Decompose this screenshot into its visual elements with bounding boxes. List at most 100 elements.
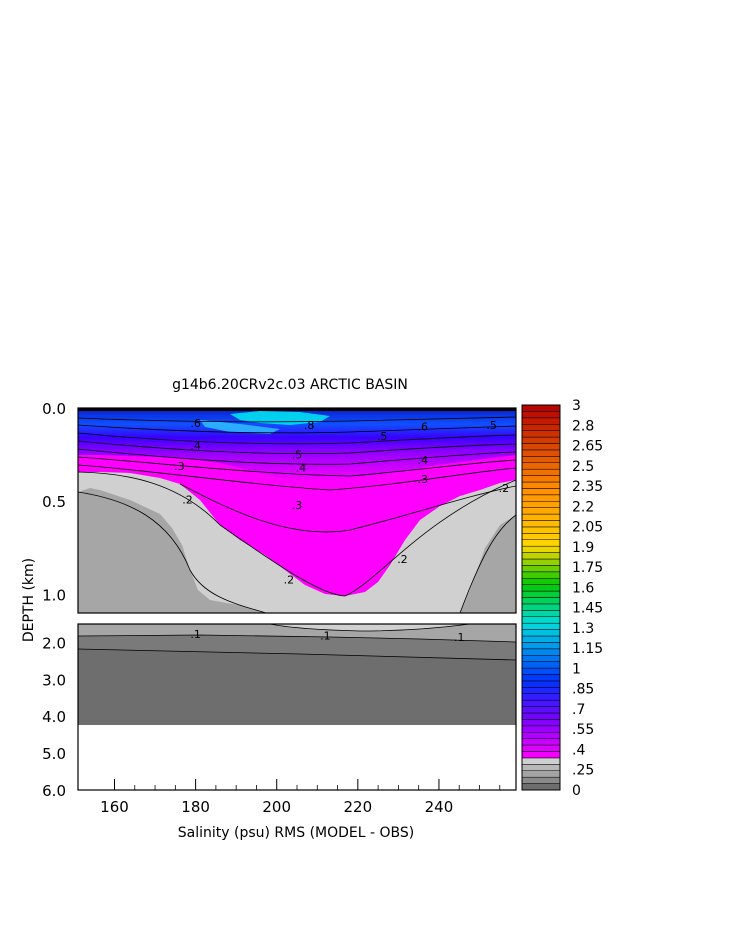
colorbar-segment xyxy=(521,693,561,701)
colorbar-label-2.65: 2.65 xyxy=(572,439,603,455)
chart-title: g14b6.20CRv2c.03 ARCTIC BASIN xyxy=(172,377,408,393)
colorbar-segment xyxy=(521,545,561,553)
upper-panel-frame xyxy=(77,407,517,614)
colorbar-segment xyxy=(521,655,561,662)
x-tick-label-200: 200 xyxy=(262,798,291,816)
x-tick-label-220: 220 xyxy=(344,798,373,816)
colorbar: 3 2.8 2.65 2.5 2.35 2.2 2.05 1.9 1.75 1.6 1.45 1.3 1… xyxy=(521,398,603,799)
contour-label: .1 xyxy=(190,628,201,641)
colorbar-segment xyxy=(521,687,561,694)
colorbar-segment xyxy=(521,597,561,605)
y-tick-label-1.0: 1.0 xyxy=(42,586,66,604)
y-tick-label-0.5: 0.5 xyxy=(42,493,66,511)
colorbar-label-1: 1 xyxy=(572,661,581,677)
y-axis: 0.0 0.5 1.0 2.0 3.0 4.0 5.0 6.0 xyxy=(42,400,66,800)
colorbar-segment xyxy=(521,501,561,508)
colorbar-segment xyxy=(521,488,561,496)
colorbar-segment xyxy=(521,449,561,457)
colorbar-segment xyxy=(521,770,561,778)
colorbar-segment xyxy=(521,584,561,592)
contour-label: .3 xyxy=(292,499,303,512)
colorbar-segment xyxy=(521,783,561,791)
colorbar-segment xyxy=(521,603,561,611)
colorbar-segment xyxy=(521,507,561,515)
colorbar-label-2.35: 2.35 xyxy=(572,479,603,495)
contour-label: .5 xyxy=(292,449,303,462)
colorbar-segment xyxy=(521,629,561,637)
colorbar-segment xyxy=(521,565,561,573)
colorbar-segment xyxy=(521,430,561,438)
colorbar-segment xyxy=(521,526,561,534)
y-tick-label-3.0: 3.0 xyxy=(42,671,66,689)
y-tick-label-6.0: 6.0 xyxy=(42,782,66,800)
colorbar-segment xyxy=(521,712,561,720)
colorbar-segment xyxy=(521,719,561,727)
colorbar-segment xyxy=(521,578,561,585)
colorbar-frame xyxy=(521,404,561,791)
contour-label: .3 xyxy=(174,460,185,473)
contour-label: .4 xyxy=(296,462,307,475)
colorbar-label-1.45: 1.45 xyxy=(572,601,603,617)
colorbar-label-2.8: 2.8 xyxy=(572,418,594,434)
y-tick-label-0.0: 0.0 xyxy=(42,400,66,418)
colorbar-segment xyxy=(521,436,561,444)
contour-label: .2 xyxy=(397,553,408,566)
contour-label: .8 xyxy=(304,419,315,432)
colorbar-segment xyxy=(521,661,561,669)
upper-blue-purple-band xyxy=(78,408,516,482)
upper-bottom-strip xyxy=(78,408,516,411)
colorbar-segment xyxy=(521,481,561,489)
colorbar-segment xyxy=(521,520,561,528)
colorbar-segment xyxy=(521,552,561,560)
colorbar-segment xyxy=(521,751,561,759)
colorbar-segment xyxy=(521,680,561,688)
x-axis-label: Salinity (psu) RMS (MODEL - OBS) xyxy=(178,825,414,841)
contour-labels: .6.8.5.6.5.5.4.4.4.3.3.3.2.2.2.2.1.1.1 xyxy=(174,417,509,644)
colorbar-segment xyxy=(521,622,561,630)
colorbar-segment xyxy=(521,764,561,771)
colorbar-segment xyxy=(521,699,561,707)
colorbar-label-.7: .7 xyxy=(572,702,585,718)
colorbar-label-3: 3 xyxy=(572,398,581,414)
x-tick-label-160: 160 xyxy=(100,798,129,816)
contour-label: .3 xyxy=(417,473,428,486)
colorbar-segment xyxy=(521,494,561,502)
y-tick-label-4.0: 4.0 xyxy=(42,708,66,726)
contour-label: .2 xyxy=(284,573,295,586)
colorbar-segment xyxy=(521,443,561,451)
colorbar-segment xyxy=(521,462,561,470)
lower-panel xyxy=(78,624,516,790)
colorbar-label-2.5: 2.5 xyxy=(572,459,594,475)
colorbar-label-1.15: 1.15 xyxy=(572,641,603,657)
colorbar-segment xyxy=(521,475,561,483)
colorbar-label-.55: .55 xyxy=(572,722,594,738)
colorbar-segment xyxy=(521,590,561,598)
colorbar-label-1.9: 1.9 xyxy=(572,540,594,556)
x-tick-label-240: 240 xyxy=(425,798,454,816)
colorbar-segment xyxy=(521,674,561,682)
colorbar-segment xyxy=(521,424,561,431)
contour-label: .2 xyxy=(182,493,193,506)
contour-label: .1 xyxy=(454,631,465,644)
colorbar-segment xyxy=(521,616,561,624)
colorbar-segment xyxy=(521,635,561,643)
colorbar-segment xyxy=(521,513,561,521)
contour-label: .4 xyxy=(417,454,428,467)
colorbar-segment xyxy=(521,776,561,784)
contour-label: .2 xyxy=(499,482,510,495)
x-tick-label-180: 180 xyxy=(181,798,210,816)
colorbar-segment xyxy=(521,744,561,752)
colorbar-segment xyxy=(521,539,561,547)
colorbar-segment xyxy=(521,667,561,675)
colorbar-segment xyxy=(521,757,561,765)
colorbar-segment xyxy=(521,648,561,656)
colorbar-segment xyxy=(521,642,561,650)
upper-contour-lines xyxy=(78,408,516,613)
colorbar-label-.85: .85 xyxy=(572,682,594,698)
colorbar-segment xyxy=(521,732,561,739)
contour-label: .6 xyxy=(190,417,201,430)
colorbar-segment xyxy=(521,725,561,733)
lower-contour-lines xyxy=(78,624,516,661)
colorbar-segment xyxy=(521,404,561,412)
